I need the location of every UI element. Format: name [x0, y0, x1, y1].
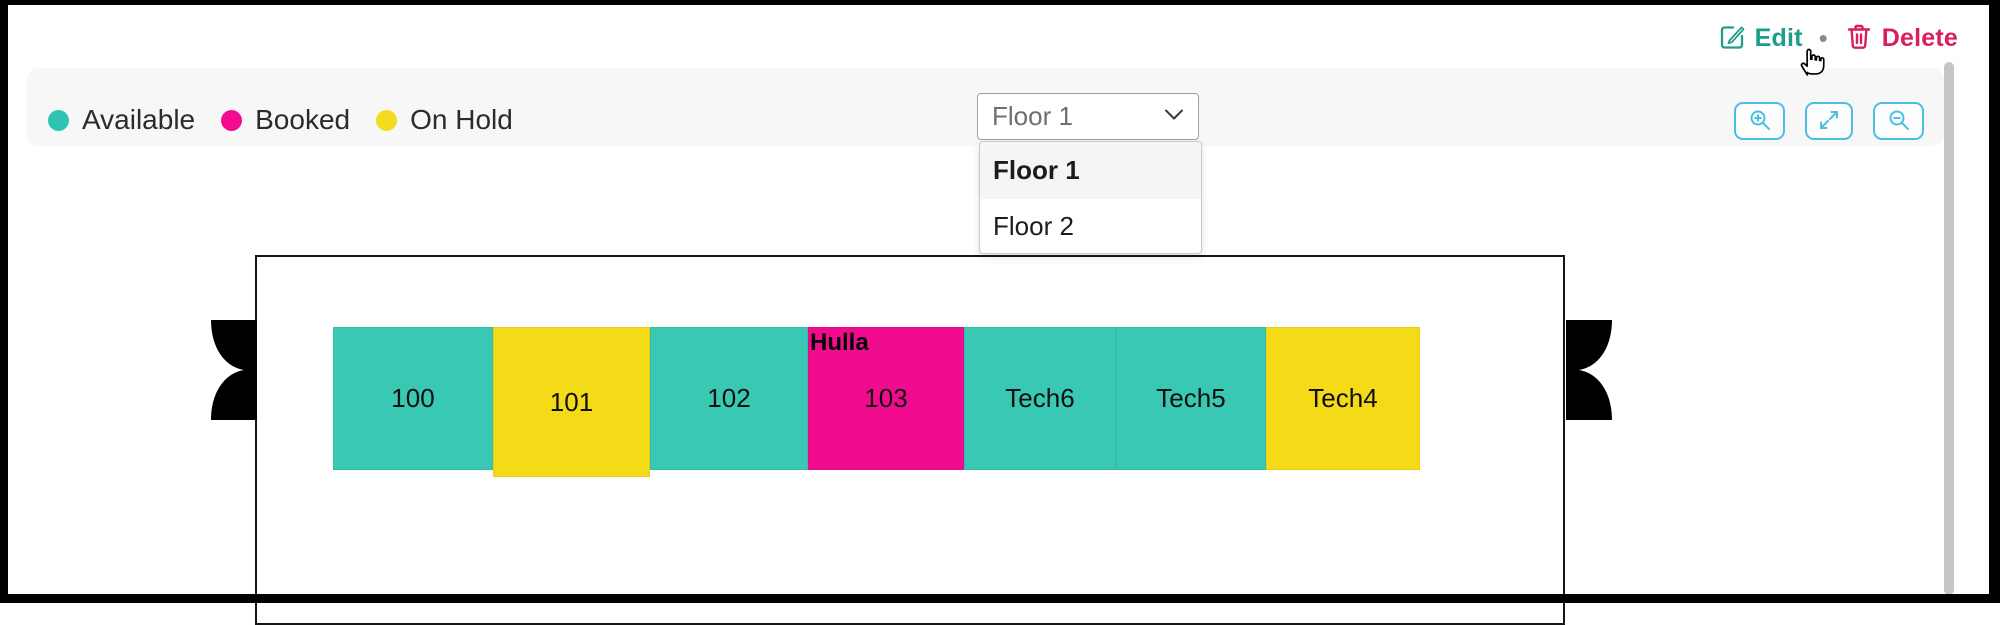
seat-101[interactable]: 101 — [493, 327, 650, 477]
booked-status-dot — [221, 109, 243, 131]
zoom-out-icon — [1887, 108, 1911, 135]
seat-label: Tech4 — [1308, 383, 1378, 413]
floor-option-label: Floor 2 — [993, 210, 1074, 241]
zoom-in-icon — [1748, 108, 1772, 135]
topbar: Edit • Delete — [1717, 18, 1958, 58]
seat-102[interactable]: 102 — [650, 327, 808, 470]
seat-annotation: Hulla — [810, 329, 869, 356]
legend-label: Available — [82, 104, 196, 135]
delete-button[interactable]: Delete — [1844, 21, 1958, 56]
floor-select-value: Floor 1 — [992, 101, 1073, 131]
frame-border-top — [0, 0, 2000, 5]
frame-border-bottom — [0, 594, 2000, 603]
legend-item-booked: Booked — [221, 104, 350, 136]
floor-option-1[interactable]: Floor 1 — [980, 142, 1201, 199]
seat-label: Tech6 — [1005, 383, 1075, 413]
fullscreen-button[interactable] — [1805, 102, 1853, 140]
legend-item-onhold: On Hold — [376, 104, 513, 136]
seat-100[interactable]: 100 — [333, 327, 493, 470]
legend-item-available: Available — [48, 104, 195, 136]
floor-select-trigger[interactable]: Floor 1 — [977, 93, 1199, 140]
frame-border-left — [0, 0, 8, 603]
seat-label: Tech5 — [1156, 383, 1226, 413]
zoom-out-button[interactable] — [1873, 102, 1924, 140]
seat-label: 100 — [391, 383, 435, 413]
edit-button[interactable]: Edit — [1717, 21, 1803, 56]
floor-option-label: Floor 1 — [993, 155, 1080, 185]
legend-label: Booked — [255, 104, 351, 135]
edit-pencil-icon — [1717, 21, 1747, 56]
map-door-right-icon — [1566, 320, 1612, 420]
map-door-left-icon — [211, 320, 257, 420]
vertical-scrollbar-thumb[interactable] — [1944, 62, 1954, 595]
available-status-dot — [48, 109, 69, 131]
seat-Tech5[interactable]: Tech5 — [1116, 327, 1266, 470]
legend: Available Booked On Hold — [48, 81, 513, 159]
trash-icon — [1844, 21, 1874, 56]
chevron-down-icon — [1164, 108, 1184, 126]
seat-103[interactable]: 103 Hulla — [808, 327, 964, 470]
onhold-status-dot — [376, 109, 398, 131]
fullscreen-expand-icon — [1817, 108, 1841, 135]
zoom-in-button[interactable] — [1734, 102, 1785, 140]
floor-option-2[interactable]: Floor 2 — [980, 199, 1201, 253]
topbar-separator: • — [1818, 23, 1828, 53]
seat-label: 101 — [549, 386, 594, 417]
seat-Tech4[interactable]: Tech4 — [1266, 327, 1420, 470]
floor-dropdown-menu: Floor 1 Floor 2 — [979, 141, 1202, 254]
edit-label[interactable]: Edit — [1754, 23, 1803, 52]
seat-Tech6[interactable]: Tech6 — [964, 327, 1116, 470]
seat-label: 103 — [864, 383, 908, 413]
delete-label[interactable]: Delete — [1881, 23, 1958, 52]
seat-label: 102 — [707, 383, 751, 413]
zoom-controls — [1734, 102, 1924, 140]
frame-border-right — [1989, 0, 2000, 603]
legend-label: On Hold — [410, 104, 513, 135]
